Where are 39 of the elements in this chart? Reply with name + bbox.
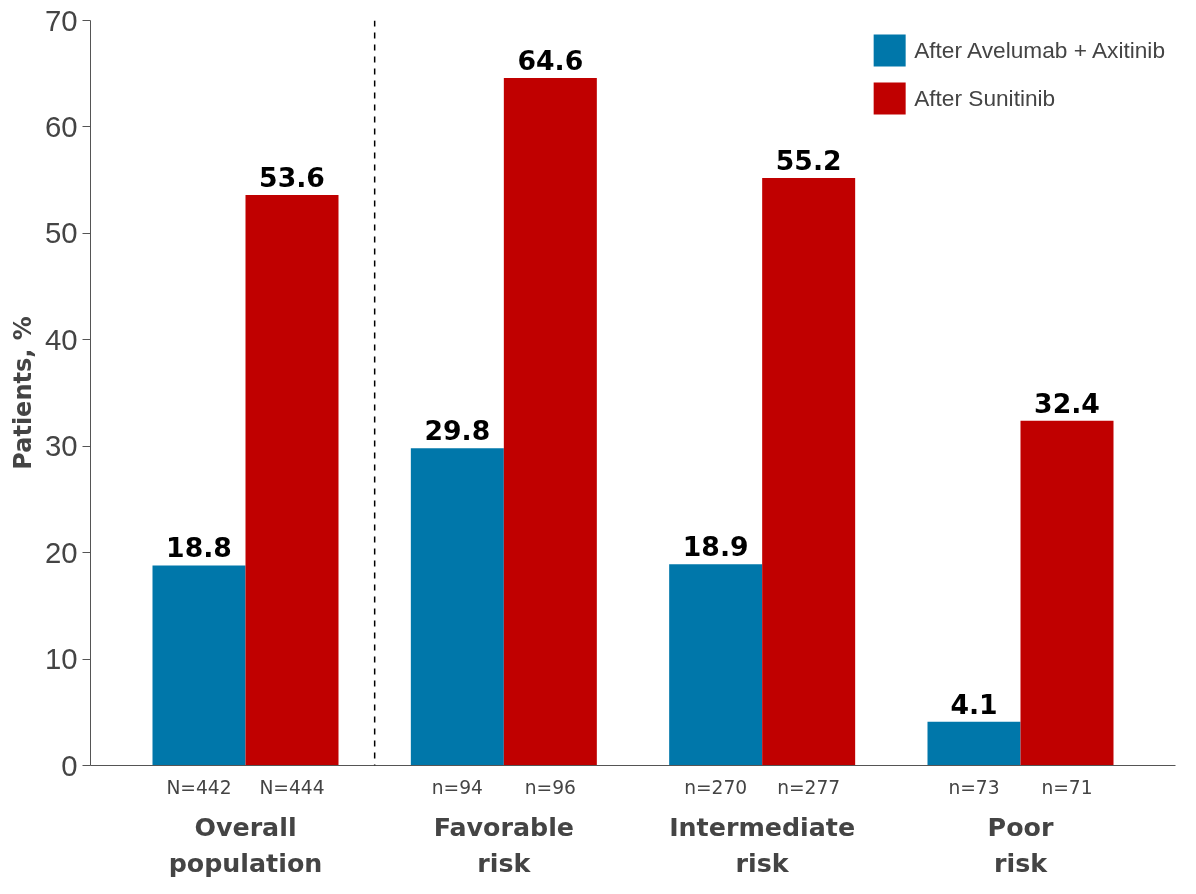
data-label: 4.1 bbox=[950, 688, 998, 720]
x-tick-label: Overall population bbox=[168, 811, 323, 878]
text: N=444 bbox=[259, 776, 325, 798]
x-tick-label: Poor risk bbox=[987, 811, 1054, 878]
text: n=73 bbox=[948, 776, 1000, 798]
y-tick-label: 50 bbox=[44, 216, 78, 250]
text: N=442 bbox=[166, 776, 232, 798]
legend-label: After Avelumab + Axitinib bbox=[914, 36, 1165, 64]
x-tick-label: Intermediate risk bbox=[669, 811, 856, 878]
y-tick-label: 0 bbox=[61, 748, 78, 782]
y-axis-title: Patients, % bbox=[8, 316, 37, 470]
data-label: 18.9 bbox=[682, 531, 749, 563]
data-label: 55.2 bbox=[775, 145, 842, 177]
bar bbox=[152, 565, 246, 766]
legend-label: After Sunitinib bbox=[914, 84, 1056, 112]
text: n=71 bbox=[1041, 776, 1093, 798]
bar bbox=[245, 195, 339, 766]
y-tick-label: 70 bbox=[44, 3, 78, 37]
y-tick-label: 10 bbox=[44, 642, 78, 676]
bar bbox=[503, 77, 597, 766]
data-label: 32.4 bbox=[1034, 387, 1100, 419]
bar bbox=[762, 178, 856, 766]
text: n=96 bbox=[524, 776, 576, 798]
data-label: 18.8 bbox=[166, 532, 232, 564]
text: n=270 bbox=[684, 776, 748, 798]
y-tick-label: 60 bbox=[44, 109, 78, 143]
data-label: 64.6 bbox=[517, 44, 584, 76]
text: n=94 bbox=[431, 776, 483, 798]
bar bbox=[1020, 420, 1114, 766]
x-tick-label: Favorable risk bbox=[433, 811, 575, 878]
bar bbox=[410, 448, 504, 766]
bar bbox=[669, 564, 763, 766]
text: n=277 bbox=[777, 776, 841, 798]
y-tick-label: 30 bbox=[44, 429, 78, 463]
y-tick-label: 40 bbox=[44, 322, 78, 356]
y-tick-label: 20 bbox=[44, 535, 78, 569]
bar bbox=[927, 721, 1021, 766]
data-label: 29.8 bbox=[424, 415, 491, 447]
data-label: 53.6 bbox=[259, 162, 325, 194]
